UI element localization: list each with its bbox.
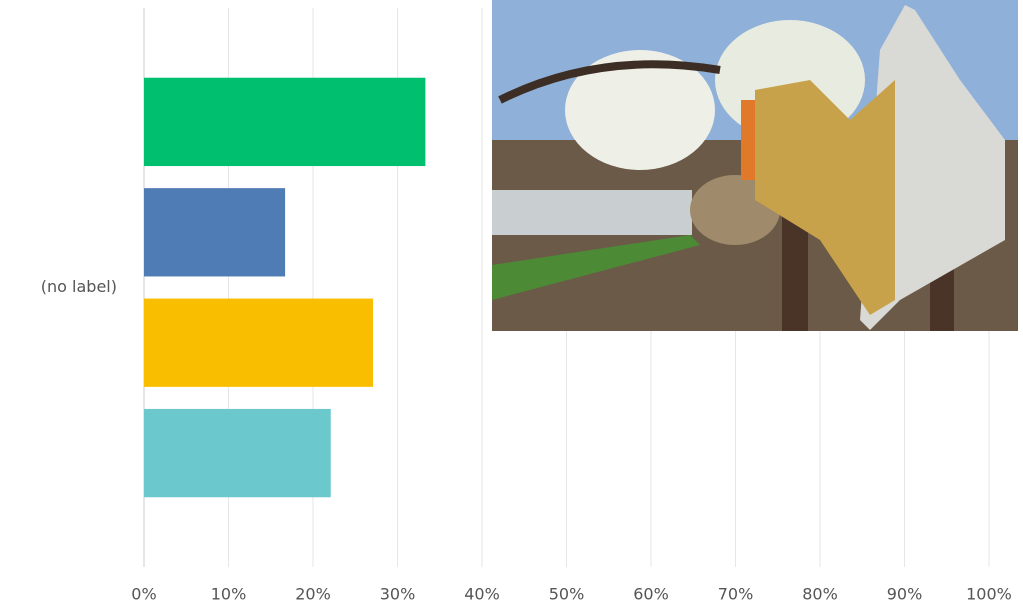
photo-bridge (498, 60, 721, 104)
photo-river (492, 190, 692, 235)
bar (144, 408, 331, 498)
x-tick-label: 50% (549, 585, 585, 604)
x-tick-label: 30% (380, 585, 416, 604)
x-tick-label: 70% (718, 585, 754, 604)
x-tick-label: 90% (887, 585, 923, 604)
x-tick-label: 10% (211, 585, 247, 604)
x-tick-label: 100% (966, 585, 1012, 604)
bars (144, 77, 426, 498)
photo (492, 0, 1018, 331)
photo-tree (565, 50, 715, 170)
photo-sign (741, 100, 755, 180)
bar (144, 188, 286, 277)
x-tick-label: 60% (633, 585, 669, 604)
x-tick-label: 0% (131, 585, 156, 604)
bar (144, 77, 426, 167)
bar (144, 298, 373, 387)
labels: 0% 10% 20% 30% 40% 50% 60% 70% 80% 90% 100% (no lab… (41, 277, 1012, 604)
x-tick-label: 80% (802, 585, 838, 604)
photo-grass (492, 235, 700, 300)
x-tick-label: 40% (464, 585, 500, 604)
y-tick-label: (no label) (41, 277, 117, 296)
photo-chimes-silver (860, 5, 1005, 330)
photo-chimes-gold (755, 80, 895, 315)
x-tick-label: 20% (295, 585, 331, 604)
